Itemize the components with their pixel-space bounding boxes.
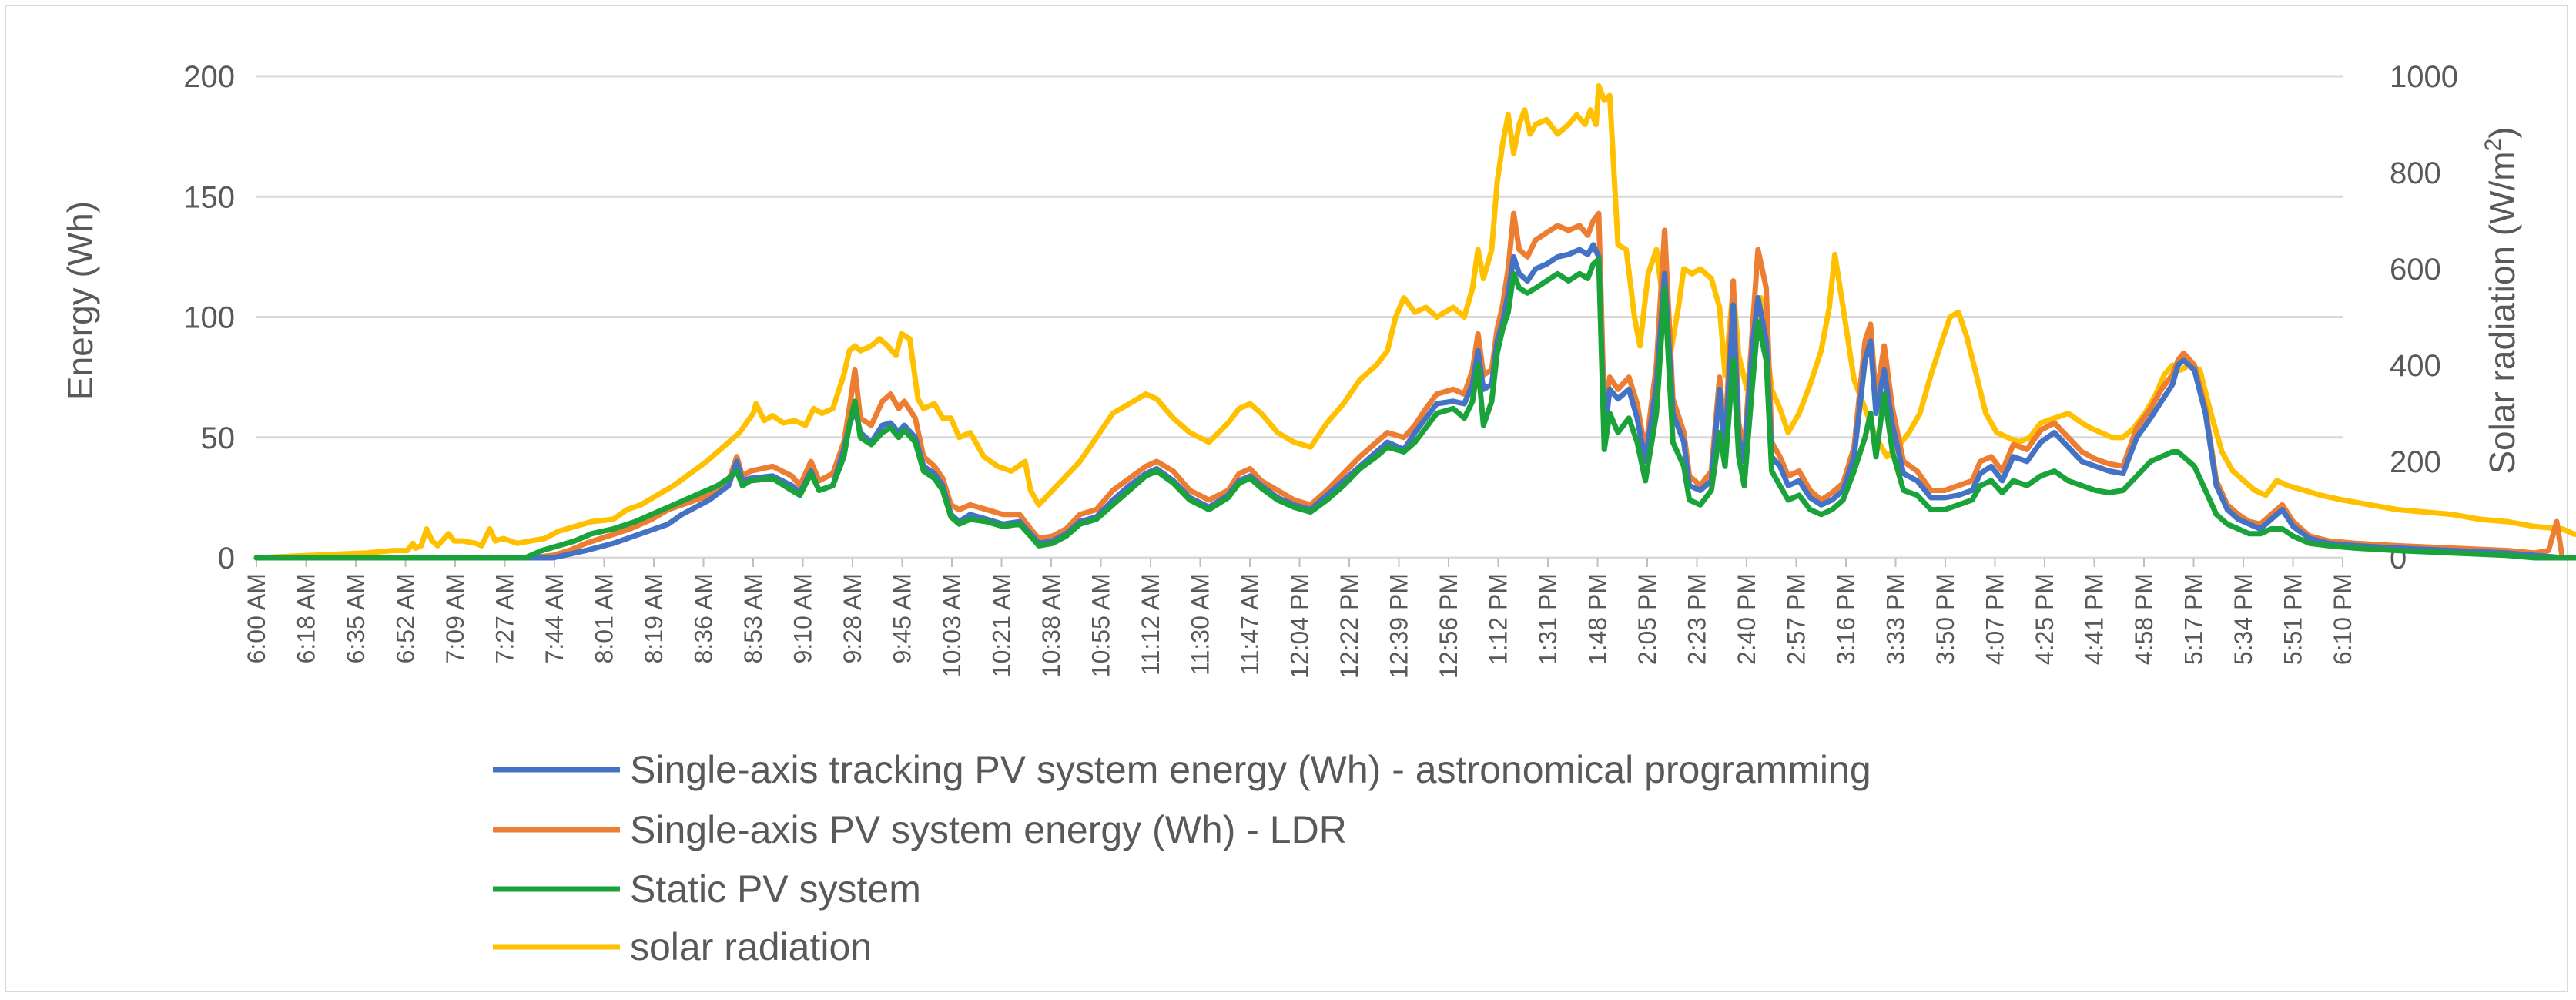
x-tick-label-40: 5:34 PM [2229,573,2257,665]
x-tick-label-20: 11:47 AM [1236,573,1264,676]
x-tick-label-0: 6:00 AM [243,573,270,663]
x-tick-label-13: 9:45 AM [889,573,916,663]
x-tick-label-19: 11:30 AM [1187,573,1214,676]
x-tick-label-30: 2:40 PM [1733,573,1760,665]
y-tick-label-0: 0 [218,542,235,576]
chart-frame [5,5,2568,992]
x-tick-label-12: 9:28 AM [839,573,866,663]
x-tick-label-24: 12:56 PM [1435,573,1462,679]
x-tick-label-25: 1:12 PM [1485,573,1512,665]
series-line-0 [253,242,2576,561]
x-tick-label-23: 12:39 PM [1385,573,1413,679]
x-tick-label-15: 10:21 AM [988,573,1016,677]
y2-tick-label-4: 800 [2390,156,2441,190]
y2-tick-label-1: 200 [2390,445,2441,479]
y2-tick-label-2: 400 [2390,349,2441,383]
x-tick-label-9: 8:36 AM [690,573,718,663]
x-tick-label-11: 9:10 AM [789,573,817,663]
x-tick-label-14: 10:03 AM [938,573,966,677]
x-tick-label-27: 1:48 PM [1584,573,1612,665]
y-tick-label-3: 150 [183,180,235,214]
x-tick-label-6: 7:44 AM [541,573,568,663]
x-tick-label-17: 10:55 AM [1087,573,1115,677]
x-tick-label-7: 8:01 AM [591,573,618,663]
x-tick-label-22: 12:22 PM [1335,573,1363,679]
legend-label-static: Static PV system [630,867,921,911]
x-tick-label-1: 6:18 AM [293,573,320,663]
series-lines [253,83,2576,561]
x-tick-label-10: 8:53 AM [739,573,767,663]
left-y-axis-ticks: 0 50 100 150 200 [183,60,235,576]
x-tick-label-38: 4:58 PM [2130,573,2158,665]
legend-label-solar: solar radiation [630,925,872,968]
x-tick-label-18: 11:12 AM [1137,573,1164,676]
y2-tick-label-5: 1000 [2390,60,2458,94]
x-tick-label-31: 2:57 PM [1783,573,1811,665]
y2-tick-label-3: 600 [2390,253,2441,287]
legend: Single-axis tracking PV system energy (W… [493,748,1871,968]
right-y-axis-title-end: ) [2482,126,2522,138]
y-tick-label-4: 200 [183,60,235,94]
x-tick-label-21: 12:04 PM [1286,573,1314,679]
x-tick-label-32: 3:16 PM [1832,573,1860,665]
x-tick-label-26: 1:31 PM [1534,573,1562,665]
series-line-1 [253,210,2576,561]
x-tick-label-29: 2:23 PM [1683,573,1711,665]
x-tick-label-33: 3:33 PM [1882,573,1910,665]
right-y-axis-title: Solar radiation (W/m2) [2481,126,2522,474]
series-line-2 [253,257,2576,561]
x-tick-label-41: 5:51 PM [2280,573,2307,665]
x-tick-label-2: 6:35 AM [342,573,370,663]
x-tick-label-37: 4:41 PM [2081,573,2109,665]
x-tick-label-42: 6:10 PM [2329,573,2357,665]
series-line-3 [253,83,2576,561]
right-y-axis-title-main: Solar radiation (W/m [2482,151,2522,474]
legend-label-astronomical: Single-axis tracking PV system energy (W… [630,748,1871,791]
legend-label-ldr: Single-axis PV system energy (Wh) - LDR [630,808,1347,851]
right-y-axis-title-superscript: 2 [2481,139,2506,152]
x-tick-label-36: 4:25 PM [2031,573,2058,665]
left-y-axis-title: Energy (Wh) [60,201,100,400]
y-tick-label-2: 100 [183,301,235,335]
x-tick-label-39: 5:17 PM [2180,573,2208,665]
x-tick-label-8: 8:19 AM [640,573,668,663]
x-tick-label-3: 6:52 AM [392,573,420,663]
y-tick-label-1: 50 [201,421,236,455]
x-tick-label-4: 7:09 AM [441,573,469,663]
x-tick-label-34: 3:50 PM [1931,573,1959,665]
x-axis-ticks: 6:00 AM 6:18 AM 6:35 AM 6:52 AM 7:09 AM 7:27 … [243,558,2357,679]
x-tick-label-5: 7:27 AM [491,573,519,663]
x-tick-label-28: 2:05 PM [1633,573,1661,665]
x-tick-label-35: 4:07 PM [1981,573,2009,665]
x-tick-label-16: 10:38 AM [1037,573,1065,677]
